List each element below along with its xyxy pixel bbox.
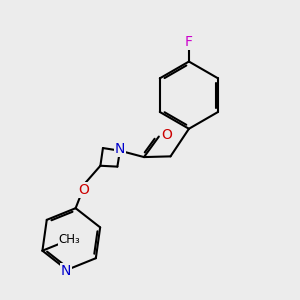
Text: O: O [161, 128, 172, 142]
Text: F: F [185, 35, 193, 49]
Text: O: O [78, 183, 89, 197]
Text: N: N [61, 264, 71, 278]
Text: CH₃: CH₃ [58, 233, 80, 246]
Text: N: N [115, 142, 125, 156]
